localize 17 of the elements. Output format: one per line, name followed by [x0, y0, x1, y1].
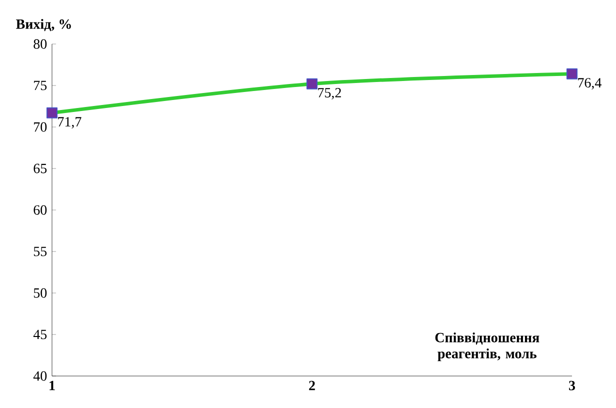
y-tick-label: 65 — [34, 164, 47, 174]
data-label: 76,4 — [578, 78, 602, 90]
y-tick-label: 60 — [34, 205, 47, 215]
y-tick-label: 70 — [34, 122, 47, 132]
data-label: 71,7 — [58, 117, 82, 128]
x-axis-title: Співвідношення реагентів, моль — [435, 332, 540, 362]
y-tick-label: 80 — [34, 39, 47, 49]
x-tick-label: 1 — [50, 380, 55, 390]
y-tick-label: 40 — [33, 371, 47, 381]
x-tick-label: 2 — [309, 380, 315, 390]
data-label: 75,2 — [318, 88, 341, 100]
x-tick-label: 3 — [569, 380, 576, 390]
y-axis-title: Вихід, % — [16, 18, 71, 32]
y-tick-label: 55 — [34, 246, 47, 256]
y-tick-label: 50 — [34, 288, 47, 298]
y-tick-label: 75 — [34, 80, 47, 90]
y-tick-label: 45 — [33, 330, 47, 340]
